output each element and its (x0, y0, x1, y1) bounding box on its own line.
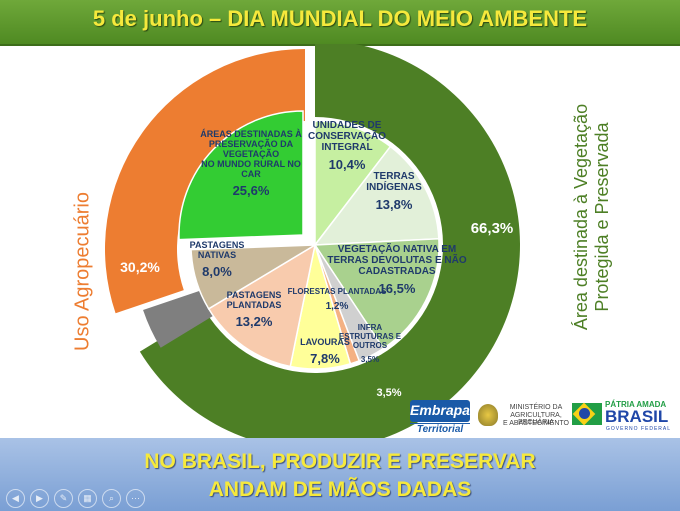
inner-pie-value-3: 3,5% (361, 355, 379, 364)
ministerio-logo: MINISTÉRIO DA AGRICULTURA, PECUÁRIA E AB… (478, 400, 569, 436)
inner-pie-label-2-line-0: VEGETAÇÃO NATIVA EM (338, 242, 457, 255)
inner-pie-slice-6 (207, 243, 317, 368)
outer-ring-label-0: 66,3% (471, 220, 514, 237)
inner-pie-value-4: 1,2% (326, 301, 349, 312)
inner-pie-label-1-line-1: INDÍGENAS (366, 180, 422, 193)
patria-amada-text: PÁTRIA AMADA (605, 400, 667, 409)
inner-pie-label-1-line-0: TERRAS (373, 171, 414, 182)
title-banner: 5 de junho – DIA MUNDIAL DO MEIO AMBENTE (0, 0, 680, 46)
inner-pie-label-2-line-2: CADASTRADAS (358, 266, 436, 277)
outer-ring-label-2: 30,2% (120, 259, 160, 275)
inner-pie-value-6: 13,2% (236, 314, 273, 329)
inner-pie-slice-2 (313, 237, 440, 350)
slogan-line1: NO BRASIL, PRODUZIR E PRESERVAR (144, 450, 536, 473)
page-title: 5 de junho – DIA MUNDIAL DO MEIO AMBENTE (92, 6, 588, 31)
inner-pie-label-6-line-1: PLANTADAS (227, 300, 282, 310)
inner-pie-slice-1 (313, 145, 440, 246)
inner-pie-slice-8 (178, 110, 304, 241)
inner-pie-label-8-line-2: VEGETAÇÃO (223, 149, 279, 159)
inner-pie-value-1: 13,8% (376, 197, 413, 212)
inner-pie-label-7-line-1: NATIVAS (198, 250, 236, 260)
territorial-wordmark: Territorial (410, 423, 470, 435)
outer-ring (104, 44, 520, 444)
brasao-icon (478, 404, 498, 426)
pen-icon[interactable]: ✎ (54, 489, 73, 508)
inner-pie-label-0-line-0: UNIDADES DE (313, 120, 382, 131)
flag-icon (572, 402, 602, 426)
zoom-icon[interactable]: ⌕ (102, 489, 121, 508)
ministerio-line2: AGRICULTURA, PECUÁRIA (510, 412, 562, 426)
ministerio-line1: MINISTÉRIO DA (509, 404, 563, 411)
inner-pie-label-3-line-0: INFRA (358, 323, 383, 332)
side-label-preserved: Área destinada à Vegetação Protegida e P… (571, 102, 613, 332)
inner-pie-label-4-line-0: FLORESTAS PLANTADAS (288, 287, 387, 296)
inner-pie-label-8-line-0: ÁREAS DESTINADAS À (200, 129, 302, 139)
inner-pie-label-3-line-2: OUTROS (353, 341, 388, 350)
next-slide-icon[interactable]: ▶ (30, 489, 49, 508)
inner-pie-value-2: 16,5% (379, 281, 416, 296)
outer-ring-segment-0 (139, 44, 520, 444)
governo-federal-logo: PÁTRIA AMADA BRASIL GOVERNO FEDERAL (572, 400, 676, 436)
inner-pie-label-8-line-1: PRESERVAÇÃO DA (209, 139, 294, 149)
embrapa-logo: Embrapa Territorial (402, 400, 476, 436)
side-label-agro: Uso Agropecuário (71, 192, 94, 351)
slides-grid-icon[interactable]: ▦ (78, 489, 97, 508)
previous-slide-icon[interactable]: ◀ (6, 489, 25, 508)
inner-pie-value-0: 10,4% (329, 157, 366, 172)
slideshow-controls: ◀ ▶ ✎ ▦ ⌕ ⋯ (6, 489, 145, 508)
inner-pie-slice-0 (314, 120, 392, 248)
inner-pie-label-8-line-3: NO MUNDO RURAL NO (201, 159, 301, 169)
governo-federal-text: GOVERNO FEDERAL (606, 426, 672, 432)
inner-pie-label-6-line-0: PASTAGENS (227, 290, 282, 300)
side-label-preserved-line2: Protegida e Preservada (592, 122, 612, 312)
more-options-icon[interactable]: ⋯ (126, 489, 145, 508)
inner-pie (178, 110, 440, 370)
embrapa-wordmark: Embrapa (410, 402, 470, 418)
inner-pie-label-0-line-1: CONSERVAÇÃO (308, 129, 386, 142)
side-label-preserved-line1: Área destinada à Vegetação (571, 103, 591, 331)
brasil-text: BRASIL (605, 407, 669, 426)
slogan-line2: ANDAM DE MÃOS DADAS (208, 478, 472, 501)
inner-pie-label-0-line-2: INTEGRAL (321, 142, 372, 153)
outer-ring-segment-1 (143, 290, 214, 348)
inner-pie-value-5: 7,8% (310, 351, 340, 366)
ministerio-line3: E ABASTECIMENTO (503, 420, 569, 427)
inner-pie-label-2-line-1: TERRAS DEVOLUTAS E NÃO (327, 253, 466, 266)
inner-pie-label-7-line-0: PASTAGENS (190, 240, 245, 250)
outer-ring-segment-2 (104, 49, 305, 314)
inner-pie-slice-7 (190, 244, 316, 310)
inner-pie-label-8-line-4: CAR (241, 169, 261, 179)
outer-ring-label-1: 3,5% (376, 387, 401, 399)
inner-pie-value-7: 8,0% (202, 264, 232, 279)
inner-pie-value-8: 25,6% (233, 183, 270, 198)
inner-pie-label-3-line-1: ESTRUTURAS E (339, 332, 402, 341)
inner-pie-label-5-line-0: LAVOURAS (300, 337, 350, 347)
